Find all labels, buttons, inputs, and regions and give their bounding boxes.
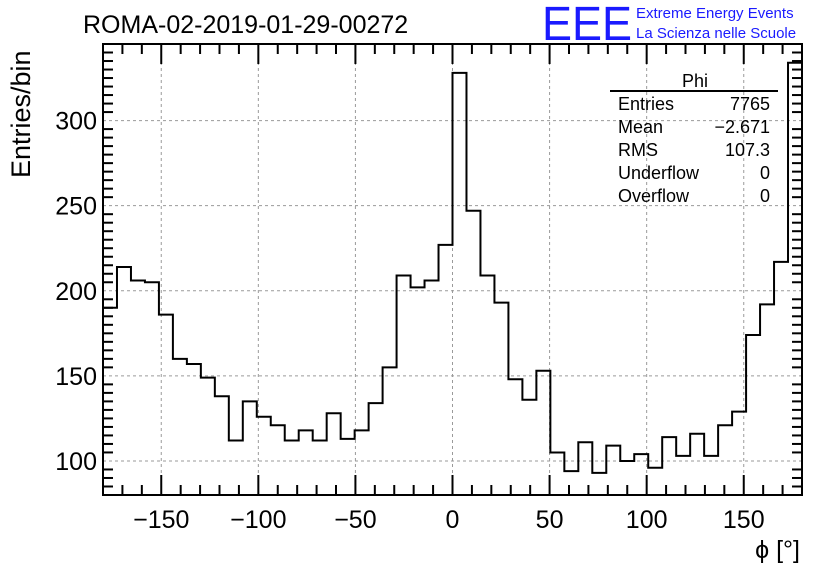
stats-row-label: Overflow	[618, 186, 690, 206]
x-axis-label: ϕ [°]	[755, 536, 800, 564]
x-tick-label: 100	[626, 506, 668, 534]
y-tick-label: 150	[55, 363, 97, 391]
y-axis-label: Entries/bin	[6, 50, 36, 178]
eee-logo: EEE Extreme Energy Events La Scienza nel…	[542, 0, 796, 51]
stats-box: Phi Entries 7765 Mean −2.671 RMS 107.3 Underfl…	[610, 71, 778, 206]
y-tick-label: 200	[55, 278, 97, 306]
histogram-line	[103, 61, 802, 474]
stats-row-label: RMS	[618, 140, 658, 160]
y-tick-label: 250	[55, 193, 97, 221]
axis-ticks	[103, 44, 802, 495]
stats-row-value: 0	[760, 163, 770, 183]
stats-row-label: Underflow	[618, 163, 700, 183]
x-tick-label: 50	[536, 506, 564, 534]
x-tick-labels: −150 −100 −50 0 50 100 150	[133, 506, 765, 534]
stats-row-label: Mean	[618, 117, 663, 137]
stats-row-value: 107.3	[725, 140, 770, 160]
eee-logo-mark: EEE	[542, 0, 632, 51]
logo-line-2: La Scienza nelle Scuole	[636, 25, 796, 42]
stats-row-label: Entries	[618, 94, 674, 114]
chart-title: ROMA-02-2019-01-29-00272	[83, 11, 408, 39]
x-tick-label: −50	[334, 506, 376, 534]
x-tick-label: −150	[133, 506, 189, 534]
stats-row-value: 0	[760, 186, 770, 206]
stats-row-value: −2.671	[714, 117, 770, 137]
stats-box-title: Phi	[682, 71, 708, 91]
x-tick-label: 150	[723, 506, 765, 534]
stats-rows: Entries 7765 Mean −2.671 RMS 107.3 Underflow 0 O…	[618, 94, 770, 206]
x-tick-label: 0	[446, 506, 460, 534]
y-tick-label: 100	[55, 448, 97, 476]
stats-row-value: 7765	[730, 94, 770, 114]
y-tick-label: 300	[55, 108, 97, 136]
x-tick-label: −100	[230, 506, 286, 534]
y-tick-labels: 100 150 200 250 300	[55, 108, 97, 476]
logo-line-1: Extreme Energy Events	[636, 5, 794, 22]
